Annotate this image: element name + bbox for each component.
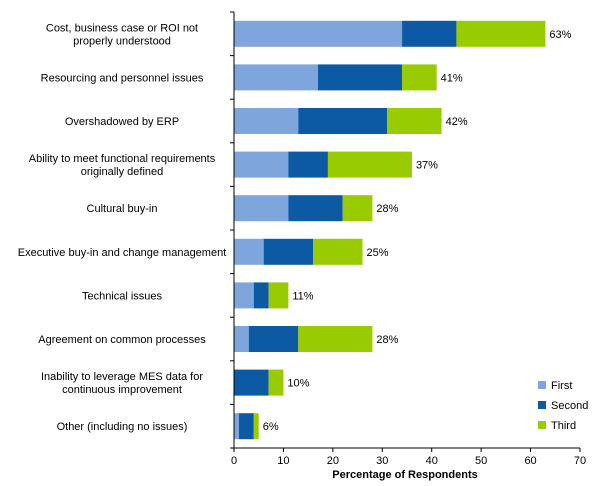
legend-label-second: Second <box>551 400 588 412</box>
bar-segment-second-7 <box>248 326 299 352</box>
x-tick-label-6: 60 <box>524 455 536 467</box>
bar-segment-second-4 <box>288 195 343 222</box>
category-label-8: Inability to leverage MES data for contin… <box>41 371 203 396</box>
total-label-2: 42% <box>446 116 468 128</box>
bar-segment-third-8 <box>268 369 284 396</box>
bar-segment-third-1 <box>402 64 437 91</box>
bar-segment-third-7 <box>298 326 373 352</box>
bar-segment-first-1 <box>234 64 319 91</box>
legend-label-third: Third <box>551 420 576 432</box>
bar-segment-first-9 <box>234 413 239 440</box>
total-label-8: 10% <box>287 378 309 390</box>
bar-segment-second-5 <box>263 238 314 265</box>
bar-segment-third-3 <box>327 151 412 178</box>
bar-segment-second-8 <box>234 369 269 396</box>
legend-label-first: First <box>551 380 572 392</box>
legend-swatch-second <box>538 401 546 409</box>
x-tick-label-7: 70 <box>574 455 586 467</box>
bar-segment-third-2 <box>387 108 442 134</box>
x-tick-label-0: 0 <box>231 455 237 467</box>
legend-swatch-third <box>538 421 546 429</box>
total-label-0: 63% <box>549 29 571 41</box>
total-label-9: 6% <box>263 421 279 433</box>
bar-segment-third-9 <box>253 413 259 440</box>
category-label-9: Other (including no issues) <box>57 421 188 433</box>
total-label-6: 11% <box>292 290 313 302</box>
bar-segment-first-0 <box>234 20 403 47</box>
total-label-1: 41% <box>441 72 463 84</box>
x-tick-label-4: 40 <box>426 455 438 467</box>
bar-segment-first-7 <box>234 326 249 352</box>
x-axis-title: Percentage of Respondents <box>332 469 477 481</box>
bars-group <box>234 20 546 440</box>
bar-segment-first-3 <box>234 151 289 178</box>
total-label-5: 25% <box>367 247 389 259</box>
total-labels: 63% 41% 42% 37% 28% 25% 11% 28% 10% 6% <box>263 29 572 433</box>
x-tick-label-2: 20 <box>327 455 339 467</box>
category-label-5: Executive buy-in and change management <box>18 247 227 259</box>
x-tick-label-5: 50 <box>475 455 487 467</box>
x-tick-label-3: 30 <box>376 455 388 467</box>
x-tick-label-1: 10 <box>277 455 289 467</box>
bar-segment-first-2 <box>234 108 299 134</box>
bar-segment-first-6 <box>234 282 254 309</box>
bar-segment-first-4 <box>234 195 289 222</box>
category-labels: Cost, business case or ROI not properly u… <box>18 22 227 433</box>
bar-segment-second-0 <box>402 20 457 47</box>
legend-swatch-first <box>538 381 546 389</box>
bar-segment-third-6 <box>268 282 289 309</box>
total-label-4: 28% <box>376 203 398 215</box>
category-label-1: Resourcing and personnel issues <box>41 72 204 84</box>
category-label-7: Agreement on common processes <box>38 334 206 346</box>
total-label-7: 28% <box>376 334 398 346</box>
bar-segment-second-2 <box>298 108 388 134</box>
bar-segment-third-0 <box>456 20 546 47</box>
category-label-2: Overshadowed by ERP <box>65 116 179 128</box>
category-label-0: Cost, business case or ROI not properly u… <box>46 22 198 47</box>
bar-segment-second-1 <box>318 64 403 91</box>
total-label-3: 37% <box>416 160 438 172</box>
category-label-3: Ability to meet functional requirements o… <box>29 153 216 178</box>
bar-segment-first-5 <box>234 238 264 265</box>
bar-segment-second-9 <box>238 413 254 440</box>
bar-segment-third-4 <box>342 195 373 222</box>
bar-segment-second-6 <box>253 282 269 309</box>
legend: First Second Third <box>538 380 588 432</box>
bar-segment-second-3 <box>288 151 328 178</box>
axes: 0 10 20 30 40 50 60 70 <box>230 11 586 467</box>
bar-segment-third-5 <box>313 238 363 265</box>
category-label-4: Cultural buy-in <box>87 203 158 215</box>
category-label-6: Technical issues <box>82 290 163 302</box>
